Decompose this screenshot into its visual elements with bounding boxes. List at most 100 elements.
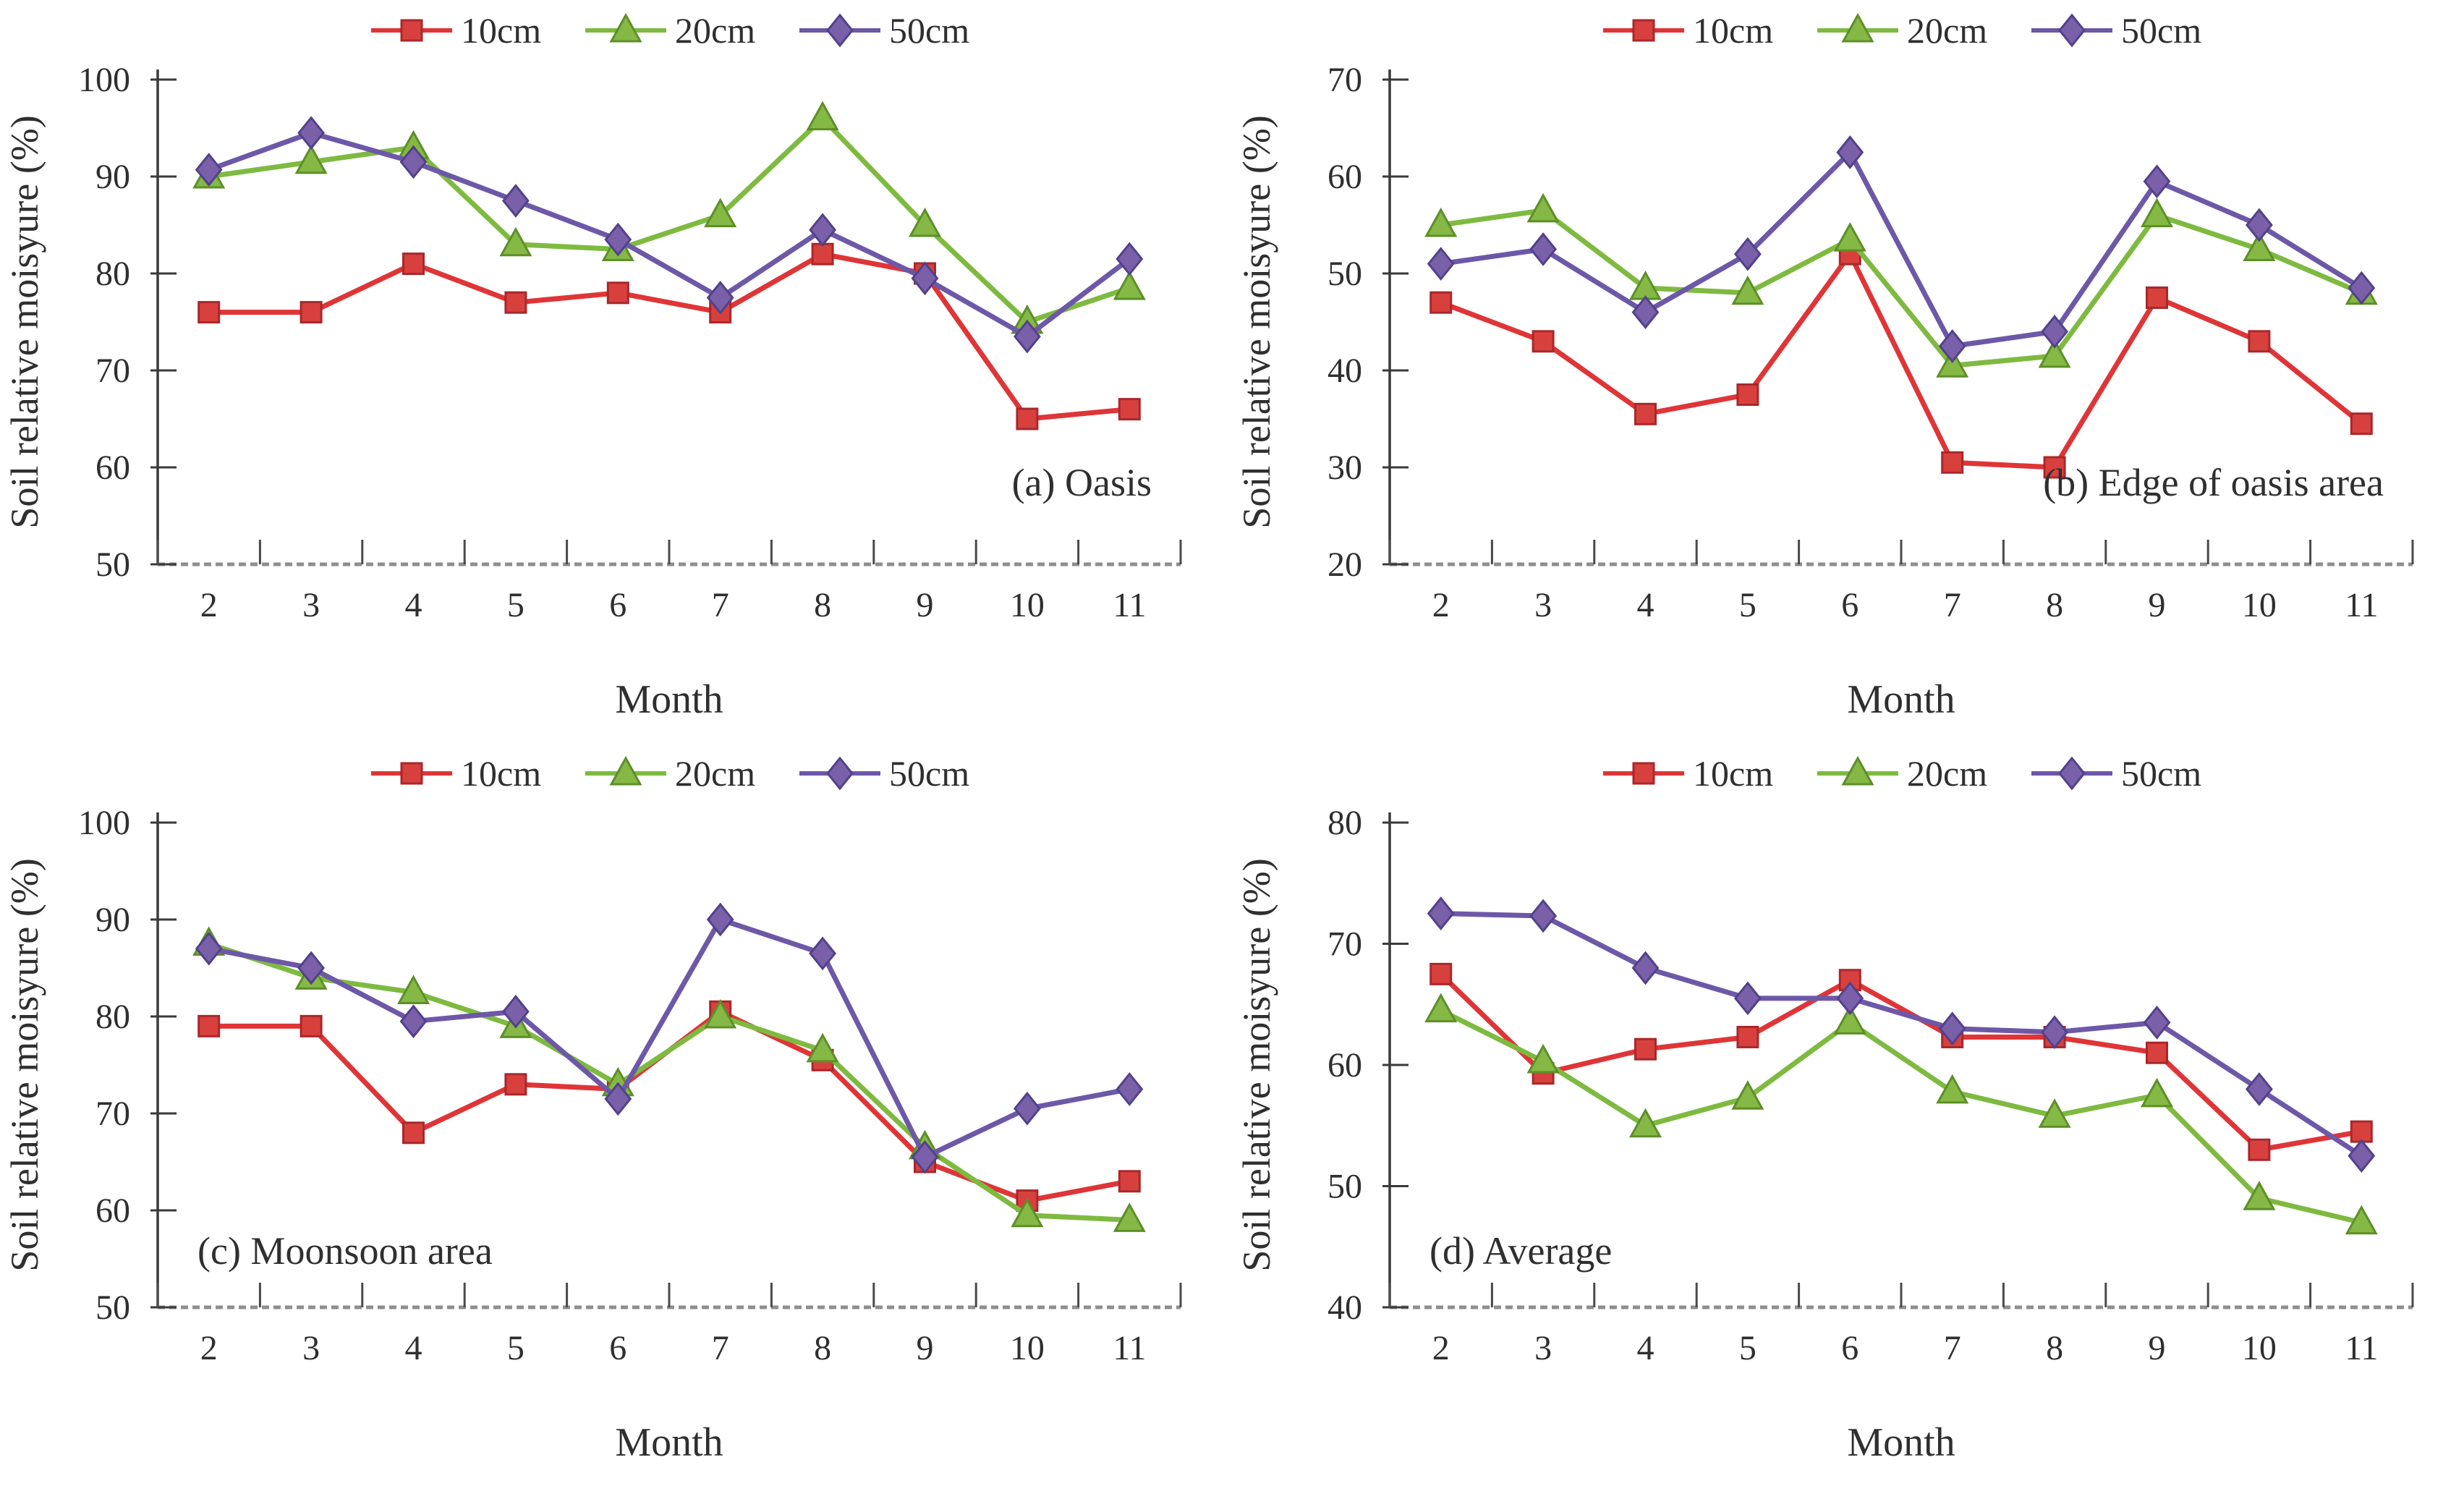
- x-tick-label: 4: [1637, 586, 1654, 624]
- series-50cm: [195, 902, 1144, 1174]
- diamond-marker-icon: [809, 936, 837, 971]
- chart-d-average: 40 50 60 70 80 2 3 4 5 6 7 8 9 10 11 Month Soil relative…: [1235, 753, 2414, 1465]
- series-50cm: [1427, 896, 2376, 1173]
- triangle-marker-icon: [2038, 1098, 2071, 1128]
- x-tick-label: 11: [1113, 1329, 1146, 1367]
- triangle-marker-icon: [1936, 348, 1969, 378]
- diamond-marker-icon: [1733, 237, 1762, 271]
- diamond-marker-icon: [1116, 1072, 1144, 1106]
- legend-item-10cm: 10cm: [371, 753, 541, 794]
- y-tick-label: 50: [95, 545, 130, 584]
- diamond-marker-icon: [2348, 271, 2376, 305]
- legend: 10cm 20cm 50cm: [1603, 753, 2201, 794]
- square-marker-icon: [402, 1121, 425, 1145]
- legend-item-50cm: 50cm: [799, 753, 969, 794]
- x-tick-label: 6: [1841, 586, 1858, 624]
- legend: 10cm 20cm 50cm: [371, 753, 969, 794]
- legend-label: 20cm: [1907, 10, 1987, 51]
- square-marker-icon: [2043, 456, 2066, 479]
- square-marker-icon: [811, 242, 834, 266]
- x-tick-label: 9: [917, 1329, 934, 1367]
- diamond-marker-icon: [826, 756, 854, 791]
- x-tick-label: 3: [302, 1329, 320, 1367]
- x-tick-label: 4: [405, 1329, 422, 1367]
- x-tick-label: 11: [2345, 586, 2378, 624]
- y-tick-label: 60: [95, 449, 130, 487]
- square-marker-icon: [2248, 1138, 2271, 1161]
- square-marker-icon: [2350, 1120, 2373, 1143]
- diamond-marker-icon: [399, 145, 428, 179]
- triangle-marker-icon: [2140, 1077, 2174, 1108]
- triangle-marker-icon: [1841, 755, 1874, 786]
- y-axis-title: Soil relative moisyure (%): [1235, 115, 1278, 528]
- diamond-marker-icon: [195, 153, 223, 187]
- series-line-10cm: [206, 1009, 1132, 1204]
- legend-label: 50cm: [2121, 10, 2201, 51]
- series-line-20cm: [1438, 1008, 2364, 1226]
- x-tick-label: 11: [2345, 1329, 2378, 1367]
- diamond-marker-icon: [501, 994, 530, 1029]
- square-marker-icon: [299, 301, 323, 324]
- panel-annotation: (a) Oasis: [1012, 461, 1152, 504]
- x-tick-label: 2: [200, 586, 218, 624]
- series-line-50cm: [1438, 150, 2364, 349]
- legend-label: 50cm: [889, 10, 969, 51]
- y-tick-label: 80: [95, 255, 130, 293]
- x-tick-label: 3: [1534, 586, 1552, 624]
- chart-b-edge-of-oasis: 20 30 40 50 60 70 2 3 4 5 6 7 8 9 10 11 Month Soil relati…: [1235, 10, 2414, 722]
- x-tick-label: 8: [814, 586, 831, 624]
- series-50cm: [1427, 135, 2376, 363]
- y-tick-label: 60: [1327, 1046, 1362, 1084]
- y-tick-label: 60: [1327, 158, 1362, 196]
- y-tick-label: 40: [1327, 352, 1362, 390]
- y-axis-title: Soil relative moisyure (%): [3, 115, 46, 528]
- diamond-marker-icon: [1836, 981, 1864, 1016]
- legend-item-20cm: 20cm: [1817, 10, 1987, 51]
- x-axis-title: Month: [1847, 1420, 1955, 1465]
- y-axis-title: Soil relative moisyure (%): [3, 858, 46, 1271]
- legend-item-20cm: 20cm: [1817, 753, 1987, 794]
- x-tick-label: 9: [2149, 1329, 2166, 1367]
- legend-label: 10cm: [1693, 753, 1773, 794]
- triangle-marker-icon: [2243, 1181, 2276, 1210]
- y-tick-label: 70: [1327, 925, 1362, 964]
- diamond-marker-icon: [1529, 899, 1558, 933]
- diamond-marker-icon: [2143, 1005, 2171, 1040]
- series-10cm: [197, 1000, 1141, 1213]
- panel-annotation: (c) Moonsoon area: [197, 1229, 493, 1273]
- x-tick-label: 6: [609, 586, 626, 624]
- square-marker-icon: [606, 281, 629, 305]
- x-tick-label: 2: [1432, 586, 1450, 624]
- y-tick-label: 80: [1327, 804, 1362, 842]
- x-tick-label: 3: [302, 586, 320, 624]
- x-tick-label: 9: [2149, 586, 2166, 624]
- panel-b: 20 30 40 50 60 70 2 3 4 5 6 7 8 9 10 11 Month Soil relati…: [1232, 0, 2464, 743]
- triangle-marker-icon: [2038, 338, 2071, 368]
- legend-item-50cm: 50cm: [799, 10, 969, 51]
- triangle-marker-icon: [806, 1032, 839, 1063]
- diamond-marker-icon: [1013, 319, 1041, 354]
- diamond-marker-icon: [399, 1004, 428, 1039]
- diamond-marker-icon: [501, 184, 530, 218]
- series-10cm: [1429, 242, 2373, 479]
- square-marker-icon: [197, 1014, 221, 1037]
- panel-a: 50 60 70 80 90 100 2 3 4 5 6 7 8 9 10 11 Month Soil relat…: [0, 0, 1232, 743]
- panel-d: 40 50 60 70 80 2 3 4 5 6 7 8 9 10 11 Month Soil relative…: [1232, 743, 2464, 1486]
- diamond-marker-icon: [2245, 208, 2273, 242]
- triangle-marker-icon: [1628, 271, 1662, 300]
- series-20cm: [192, 926, 1146, 1232]
- x-tick-label: 8: [814, 1329, 831, 1367]
- triangle-marker-icon: [1424, 207, 1458, 237]
- y-tick-label: 30: [1327, 449, 1362, 487]
- series-10cm: [197, 242, 1141, 430]
- triangle-marker-icon: [1628, 1108, 1662, 1138]
- diamond-marker-icon: [1938, 329, 1966, 363]
- x-axis-title: Month: [615, 1420, 723, 1465]
- legend-item-50cm: 50cm: [2031, 10, 2201, 51]
- series-10cm: [1429, 962, 2373, 1161]
- y-tick-label: 40: [1327, 1288, 1362, 1327]
- triangle-marker-icon: [1841, 12, 1874, 43]
- diamond-marker-icon: [1116, 242, 1144, 276]
- x-tick-label: 10: [1010, 1329, 1045, 1367]
- triangle-marker-icon: [1526, 1043, 1560, 1074]
